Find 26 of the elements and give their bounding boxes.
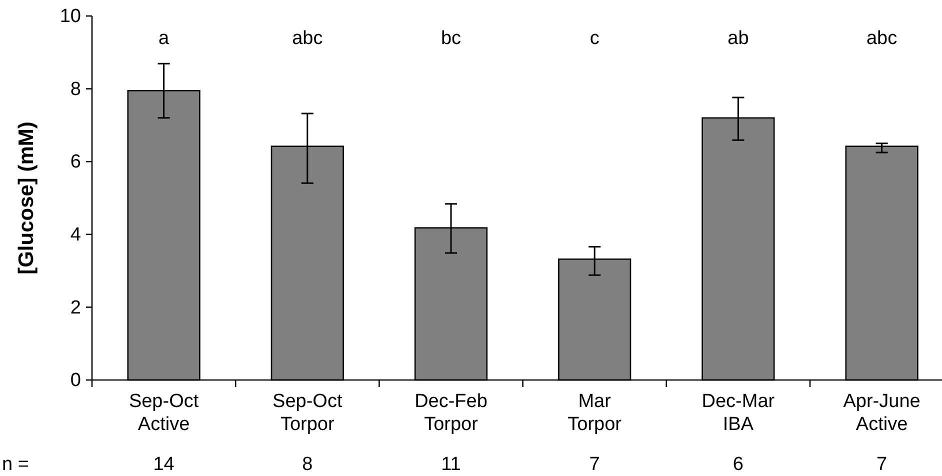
- y-tick-label: 10: [60, 6, 81, 28]
- x-tick-label: Sep-Oct Active: [128, 391, 200, 435]
- y-axis-title: [Glucose] (mM): [15, 122, 38, 274]
- y-tick-label: 0: [70, 370, 81, 392]
- text: 7: [589, 454, 600, 475]
- x-tick-label: Apr-June Active: [843, 391, 920, 435]
- text: 11: [441, 454, 461, 475]
- annotation: abc: [866, 28, 898, 49]
- x-tick-label: Sep-Oct Torpor: [272, 391, 343, 435]
- y-tick-label: 2: [70, 297, 81, 318]
- annotation: c: [590, 28, 600, 49]
- annotation: bc: [440, 28, 462, 49]
- text: n =: [2, 454, 29, 475]
- x-tick-label: Mar Torpor: [568, 391, 622, 435]
- y-tick-label: 6: [70, 152, 81, 173]
- x-tick-label: Dec-Feb Torpor: [414, 391, 488, 435]
- text: 14: [153, 454, 175, 475]
- y-tick-label: 4: [70, 224, 82, 246]
- annotation: ab: [728, 28, 749, 49]
- annotation: a: [158, 28, 170, 49]
- x-tick-label: Dec-Mar IBA: [702, 391, 776, 435]
- y-tick-label: 8: [70, 78, 81, 100]
- text: 8: [302, 454, 313, 475]
- annotation: abc: [292, 28, 323, 49]
- text: 6: [732, 454, 744, 475]
- text: 7: [876, 454, 888, 475]
